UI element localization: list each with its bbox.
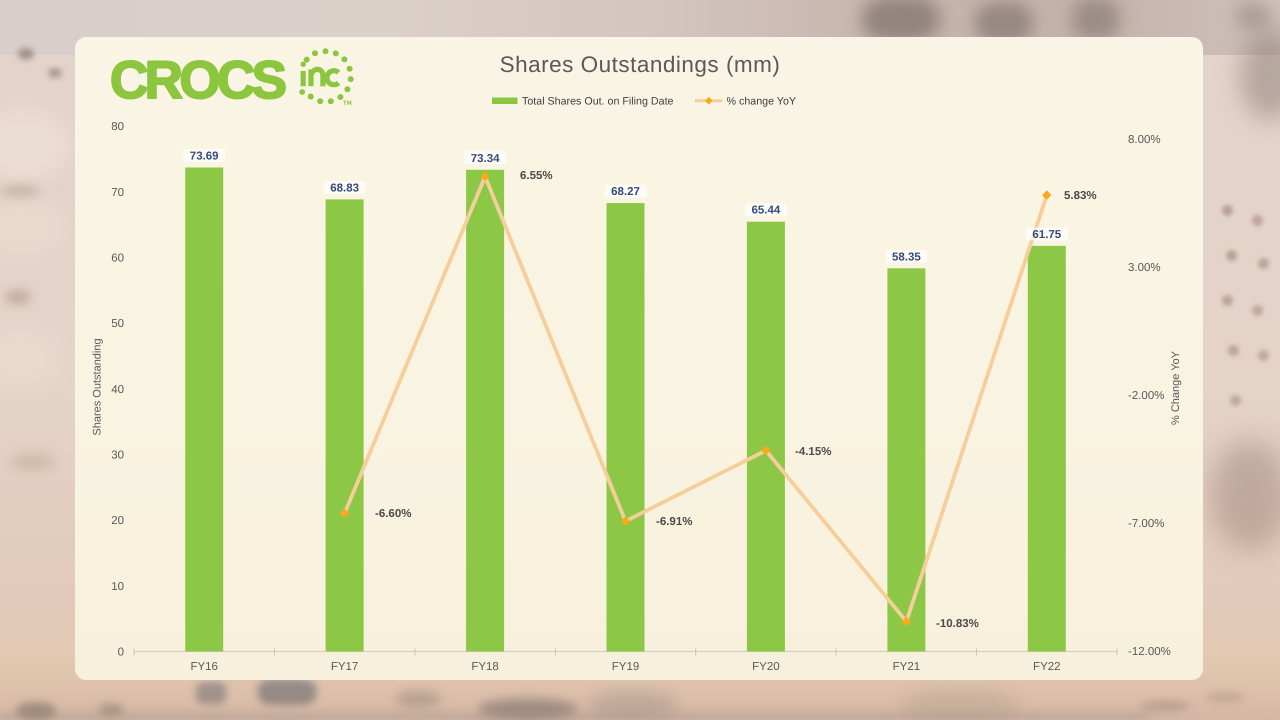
svg-text:73.69: 73.69 [190,151,219,163]
svg-text:0: 0 [118,647,124,659]
svg-text:FY17: FY17 [331,661,359,673]
svg-text:-6.60%: -6.60% [375,508,411,520]
svg-text:58.35: 58.35 [892,251,921,263]
svg-text:50: 50 [111,318,124,330]
svg-text:60: 60 [111,253,124,265]
svg-text:-7.00%: -7.00% [1128,518,1164,530]
svg-text:10: 10 [111,581,124,593]
svg-text:5.83%: 5.83% [1064,190,1097,202]
svg-text:80: 80 [111,121,124,133]
svg-text:68.27: 68.27 [611,186,640,198]
svg-text:FY16: FY16 [190,661,218,673]
svg-text:68.83: 68.83 [330,182,359,194]
svg-text:40: 40 [111,384,124,396]
svg-text:-12.00%: -12.00% [1128,646,1171,658]
svg-text:-10.83%: -10.83% [936,618,979,630]
svg-text:61.75: 61.75 [1032,229,1061,241]
svg-text:6.55%: 6.55% [520,170,553,182]
svg-text:8.00%: 8.00% [1128,134,1161,146]
svg-text:Shares Outstandings (mm): Shares Outstandings (mm) [500,52,781,77]
svg-text:FY22: FY22 [1033,661,1061,673]
svg-text:% Change YoY: % Change YoY [1170,350,1182,425]
svg-text:70: 70 [111,187,124,199]
svg-text:Total Shares Out. on Filing Da: Total Shares Out. on Filing Date [522,95,674,107]
svg-text:FY20: FY20 [752,661,780,673]
svg-text:65.44: 65.44 [752,205,781,217]
svg-text:-4.15%: -4.15% [795,446,831,458]
svg-text:-6.91%: -6.91% [656,516,692,528]
svg-text:CROCS: CROCS [110,51,286,110]
svg-text:FY18: FY18 [471,661,499,673]
svg-text:3.00%: 3.00% [1128,262,1161,274]
svg-text:FY21: FY21 [893,661,921,673]
svg-text:Shares Outstanding: Shares Outstanding [92,338,104,435]
svg-text:FY19: FY19 [612,661,640,673]
svg-text:20: 20 [111,515,124,527]
svg-text:30: 30 [111,450,124,462]
svg-text:-2.00%: -2.00% [1128,390,1164,402]
svg-text:73.34: 73.34 [471,153,500,165]
svg-text:% change YoY: % change YoY [727,95,797,107]
